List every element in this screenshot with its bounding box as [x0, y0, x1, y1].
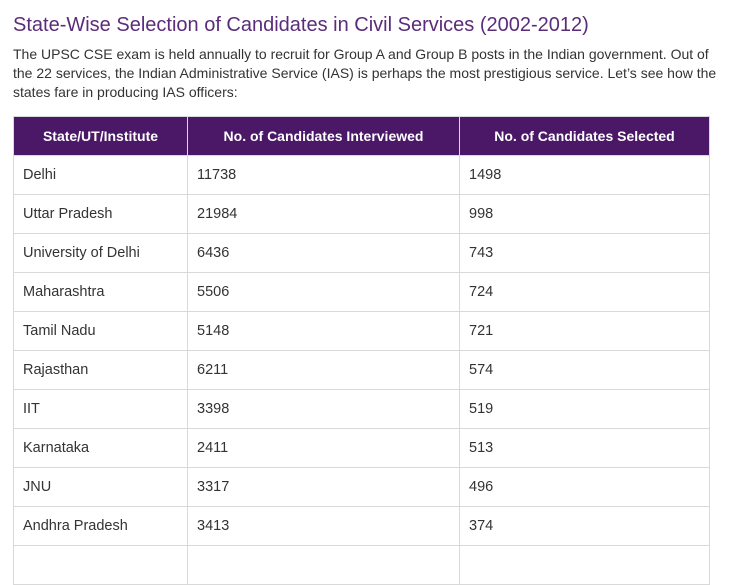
selected-cell: 496 — [459, 467, 710, 507]
intro-paragraph: The UPSC CSE exam is held annually to re… — [13, 46, 717, 100]
table-row: Karnataka 2411 513 — [13, 428, 710, 468]
table-row: Uttar Pradesh 21984 998 — [13, 194, 710, 234]
table-row: Tamil Nadu 5148 721 — [13, 311, 710, 351]
state-cell: University of Delhi — [13, 233, 188, 273]
selected-cell: 743 — [459, 233, 710, 273]
state-cell: Rajasthan — [13, 350, 188, 390]
table-row: Rajasthan 6211 574 — [13, 350, 710, 390]
column-header-selected: No. of Candidates Selected — [459, 116, 710, 156]
interviewed-cell: 5506 — [187, 272, 460, 312]
table-row: IIT 3398 519 — [13, 389, 710, 429]
selected-cell: 724 — [459, 272, 710, 312]
selected-cell: 721 — [459, 311, 710, 351]
selected-cell: 574 — [459, 350, 710, 390]
state-cell: Tamil Nadu — [13, 311, 188, 351]
state-cell: Uttar Pradesh — [13, 194, 188, 234]
table-row: Maharashtra 5506 724 — [13, 272, 710, 312]
table-row: JNU 3317 496 — [13, 467, 710, 507]
selected-cell: 513 — [459, 428, 710, 468]
state-cell: Maharashtra — [13, 272, 188, 312]
selected-cell: 374 — [459, 506, 710, 546]
state-cell: Andhra Pradesh — [13, 506, 188, 546]
selected-cell: 519 — [459, 389, 710, 429]
page-title: State-Wise Selection of Candidates in Ci… — [13, 14, 589, 36]
interviewed-cell: 5148 — [187, 311, 460, 351]
state-cell: Delhi — [13, 155, 188, 195]
selected-cell: 1498 — [459, 155, 710, 195]
interviewed-cell: 11738 — [187, 155, 460, 195]
state-cell: IIT — [13, 389, 188, 429]
table-row — [13, 545, 710, 585]
column-header-state: State/UT/Institute — [13, 116, 188, 156]
state-cell: JNU — [13, 467, 188, 507]
interviewed-cell: 6436 — [187, 233, 460, 273]
state-cell: Karnataka — [13, 428, 188, 468]
table-row: University of Delhi 6436 743 — [13, 233, 710, 273]
table-header-row: State/UT/Institute No. of Candidates Int… — [13, 116, 710, 156]
interviewed-cell: 21984 — [187, 194, 460, 234]
selected-cell — [459, 545, 710, 585]
table-row: Andhra Pradesh 3413 374 — [13, 506, 710, 546]
selection-table: State/UT/Institute No. of Candidates Int… — [13, 116, 710, 585]
interviewed-cell: 2411 — [187, 428, 460, 468]
interviewed-cell — [187, 545, 460, 585]
table-row: Delhi 11738 1498 — [13, 155, 710, 195]
state-cell — [13, 545, 188, 585]
interviewed-cell: 6211 — [187, 350, 460, 390]
interviewed-cell: 3413 — [187, 506, 460, 546]
article: State-Wise Selection of Candidates in Ci… — [13, 14, 717, 585]
column-header-interviewed: No. of Candidates Interviewed — [187, 116, 460, 156]
selected-cell: 998 — [459, 194, 710, 234]
interviewed-cell: 3317 — [187, 467, 460, 507]
interviewed-cell: 3398 — [187, 389, 460, 429]
